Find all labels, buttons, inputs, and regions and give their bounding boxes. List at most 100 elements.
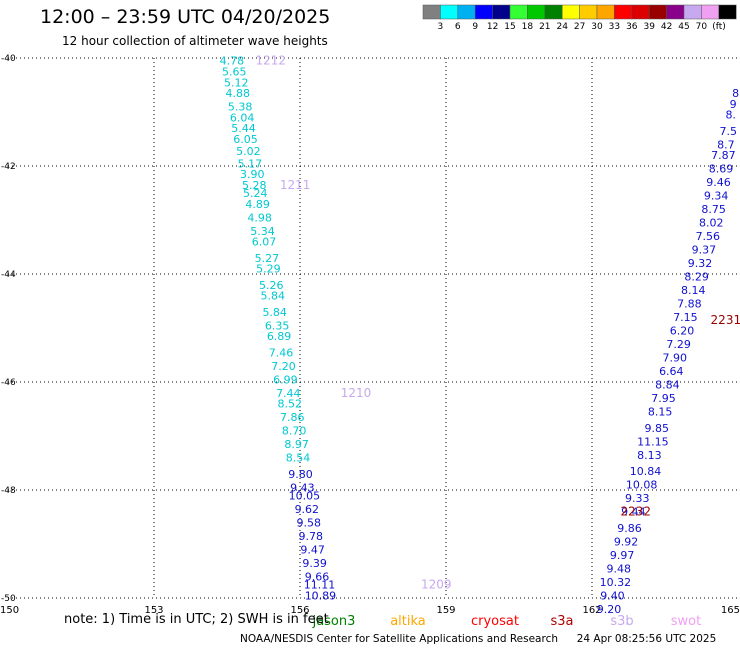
footer-credit: NOAA/NESDIS Center for Satellite Applica… — [240, 633, 558, 645]
colorbar-swatch — [422, 4, 441, 20]
colorbar-label: 3 — [438, 22, 444, 32]
wave-height-label: 3.90 — [240, 168, 265, 181]
colorbar-swatch — [474, 4, 493, 20]
colorbar-label: 70 — [696, 22, 708, 32]
wave-height-label: 5.84 — [260, 290, 285, 303]
wave-height-label: 8.97 — [284, 438, 309, 451]
wave-height-label: 9.97 — [610, 549, 635, 562]
wave-height-label: 6.64 — [659, 365, 684, 378]
colorbar-swatch — [631, 4, 650, 20]
colorbar-swatch — [457, 4, 476, 20]
note-line: note: 1) Time is in UTC; 2) SWH is in fe… — [64, 612, 329, 627]
wave-height-label: 11.15 — [637, 435, 669, 448]
colorbar-swatch — [579, 4, 598, 20]
wave-height-label: 7.95 — [651, 392, 676, 405]
colorbar-swatch — [666, 4, 685, 20]
x-tick-label: 159 — [436, 605, 455, 616]
wave-height-label: 9.43 — [290, 481, 315, 494]
x-tick-label: 165 — [721, 605, 740, 616]
colorbar-swatch — [701, 4, 720, 20]
colorbar-swatch — [509, 4, 528, 20]
wave-height-label: 4.78 — [220, 55, 245, 68]
wave-height-label: 10.05 — [289, 489, 321, 502]
colorbar-label: 24 — [556, 22, 568, 32]
wave-height-label: 6.35 — [265, 319, 290, 332]
y-tick-label: -40 — [1, 54, 16, 64]
wave-height-label: 7.15 — [673, 311, 698, 324]
wave-height-label: 9.86 — [617, 522, 642, 535]
y-tick-label: -48 — [1, 486, 16, 496]
wave-height-label: 8.54 — [286, 452, 311, 465]
wave-height-label: 5.17 — [238, 157, 263, 170]
wave-height-label: 9.62 — [295, 503, 320, 516]
wave-height-label: 5.29 — [256, 263, 281, 276]
wave-height-label: 7.88 — [677, 298, 702, 311]
wave-height-label: 5.38 — [228, 101, 253, 114]
wave-height-label: 8.15 — [648, 406, 673, 419]
colorbar-label: 27 — [574, 22, 585, 32]
wave-height-label: 5.44 — [231, 122, 256, 135]
wave-height-label: 9.40 — [600, 589, 625, 602]
wave-height-label: 5.28 — [242, 179, 267, 192]
wave-height-label: 8.7 — [717, 138, 735, 151]
y-tick-label: -46 — [1, 378, 16, 388]
colorbar-label: 15 — [504, 22, 515, 32]
wave-height-label: 4.88 — [225, 87, 250, 100]
colorbar-label: 18 — [522, 22, 534, 32]
colorbar-label: 6 — [455, 22, 461, 32]
pass-time-label: 1212 — [256, 54, 287, 68]
y-tick-label: -44 — [1, 270, 16, 280]
wave-height-label: 5.24 — [243, 187, 268, 200]
mission-label-jason3: jason3 — [312, 614, 356, 629]
wave-height-label: 9.37 — [692, 244, 717, 257]
colorbar-swatch — [718, 4, 737, 20]
wave-height-label: 9.20 — [597, 603, 622, 616]
wave-height-label: 9.80 — [288, 468, 313, 481]
wave-height-label: 7.29 — [666, 338, 691, 351]
y-tick-label: -42 — [1, 162, 16, 172]
pass-time-label: 1211 — [280, 178, 311, 192]
page-title: 12:00 – 23:59 UTC 04/20/2025 — [40, 6, 331, 28]
wave-height-label: 8.75 — [701, 203, 726, 216]
wave-height-label: 8.02 — [699, 217, 724, 230]
wave-height-label: 11.11 — [304, 579, 336, 592]
wave-height-label: 8.84 — [655, 379, 680, 392]
wave-height-label: 8.70 — [282, 425, 307, 438]
wave-height-label: 5.02 — [236, 145, 261, 158]
colorbar-label: 36 — [626, 22, 638, 32]
wave-height-label: 5.84 — [262, 306, 287, 319]
wave-height-label: 7.46 — [269, 346, 294, 359]
colorbar-label: 39 — [643, 22, 655, 32]
y-tick-label: -50 — [1, 594, 16, 604]
wave-height-label: 8.29 — [684, 271, 709, 284]
wave-height-label: 8 — [732, 87, 739, 100]
wave-height-label: 10.84 — [630, 465, 662, 478]
wave-height-label: 9.66 — [305, 570, 330, 583]
x-tick-label: 153 — [144, 605, 163, 616]
mission-label-s3a: s3a — [550, 614, 573, 629]
wave-height-label: 10.08 — [626, 479, 658, 492]
colorbar-swatch — [440, 4, 459, 20]
colorbar-unit: (ft) — [712, 22, 726, 32]
wave-height-label: 4.89 — [245, 198, 270, 211]
colorbar-swatch — [544, 4, 563, 20]
wave-height-label: 9.47 — [300, 543, 325, 556]
wave-height-label: 10.32 — [600, 576, 632, 589]
wave-height-label: 9.32 — [688, 257, 713, 270]
colorbar-swatch — [492, 4, 511, 20]
note-text: note: 1) Time is in UTC; 2) SWH is in fe… — [64, 612, 329, 627]
wave-height-label: 8.14 — [681, 284, 706, 297]
pass-time-label: 1210 — [341, 386, 372, 400]
wave-height-label: 6.07 — [252, 236, 277, 249]
mission-label-swot: swot — [671, 614, 701, 629]
wave-height-label: 7.44 — [276, 387, 301, 400]
colorbar-swatch — [648, 4, 667, 20]
wave-height-label: 8. — [725, 109, 736, 122]
wave-height-label: 7.90 — [662, 352, 687, 365]
colorbar-label: 30 — [591, 22, 603, 32]
colorbar-swatch — [683, 4, 702, 20]
wave-height-label: 10.89 — [305, 589, 337, 602]
wave-height-label: 9.44 — [621, 506, 646, 519]
wave-height-label: 7.5 — [720, 125, 738, 138]
